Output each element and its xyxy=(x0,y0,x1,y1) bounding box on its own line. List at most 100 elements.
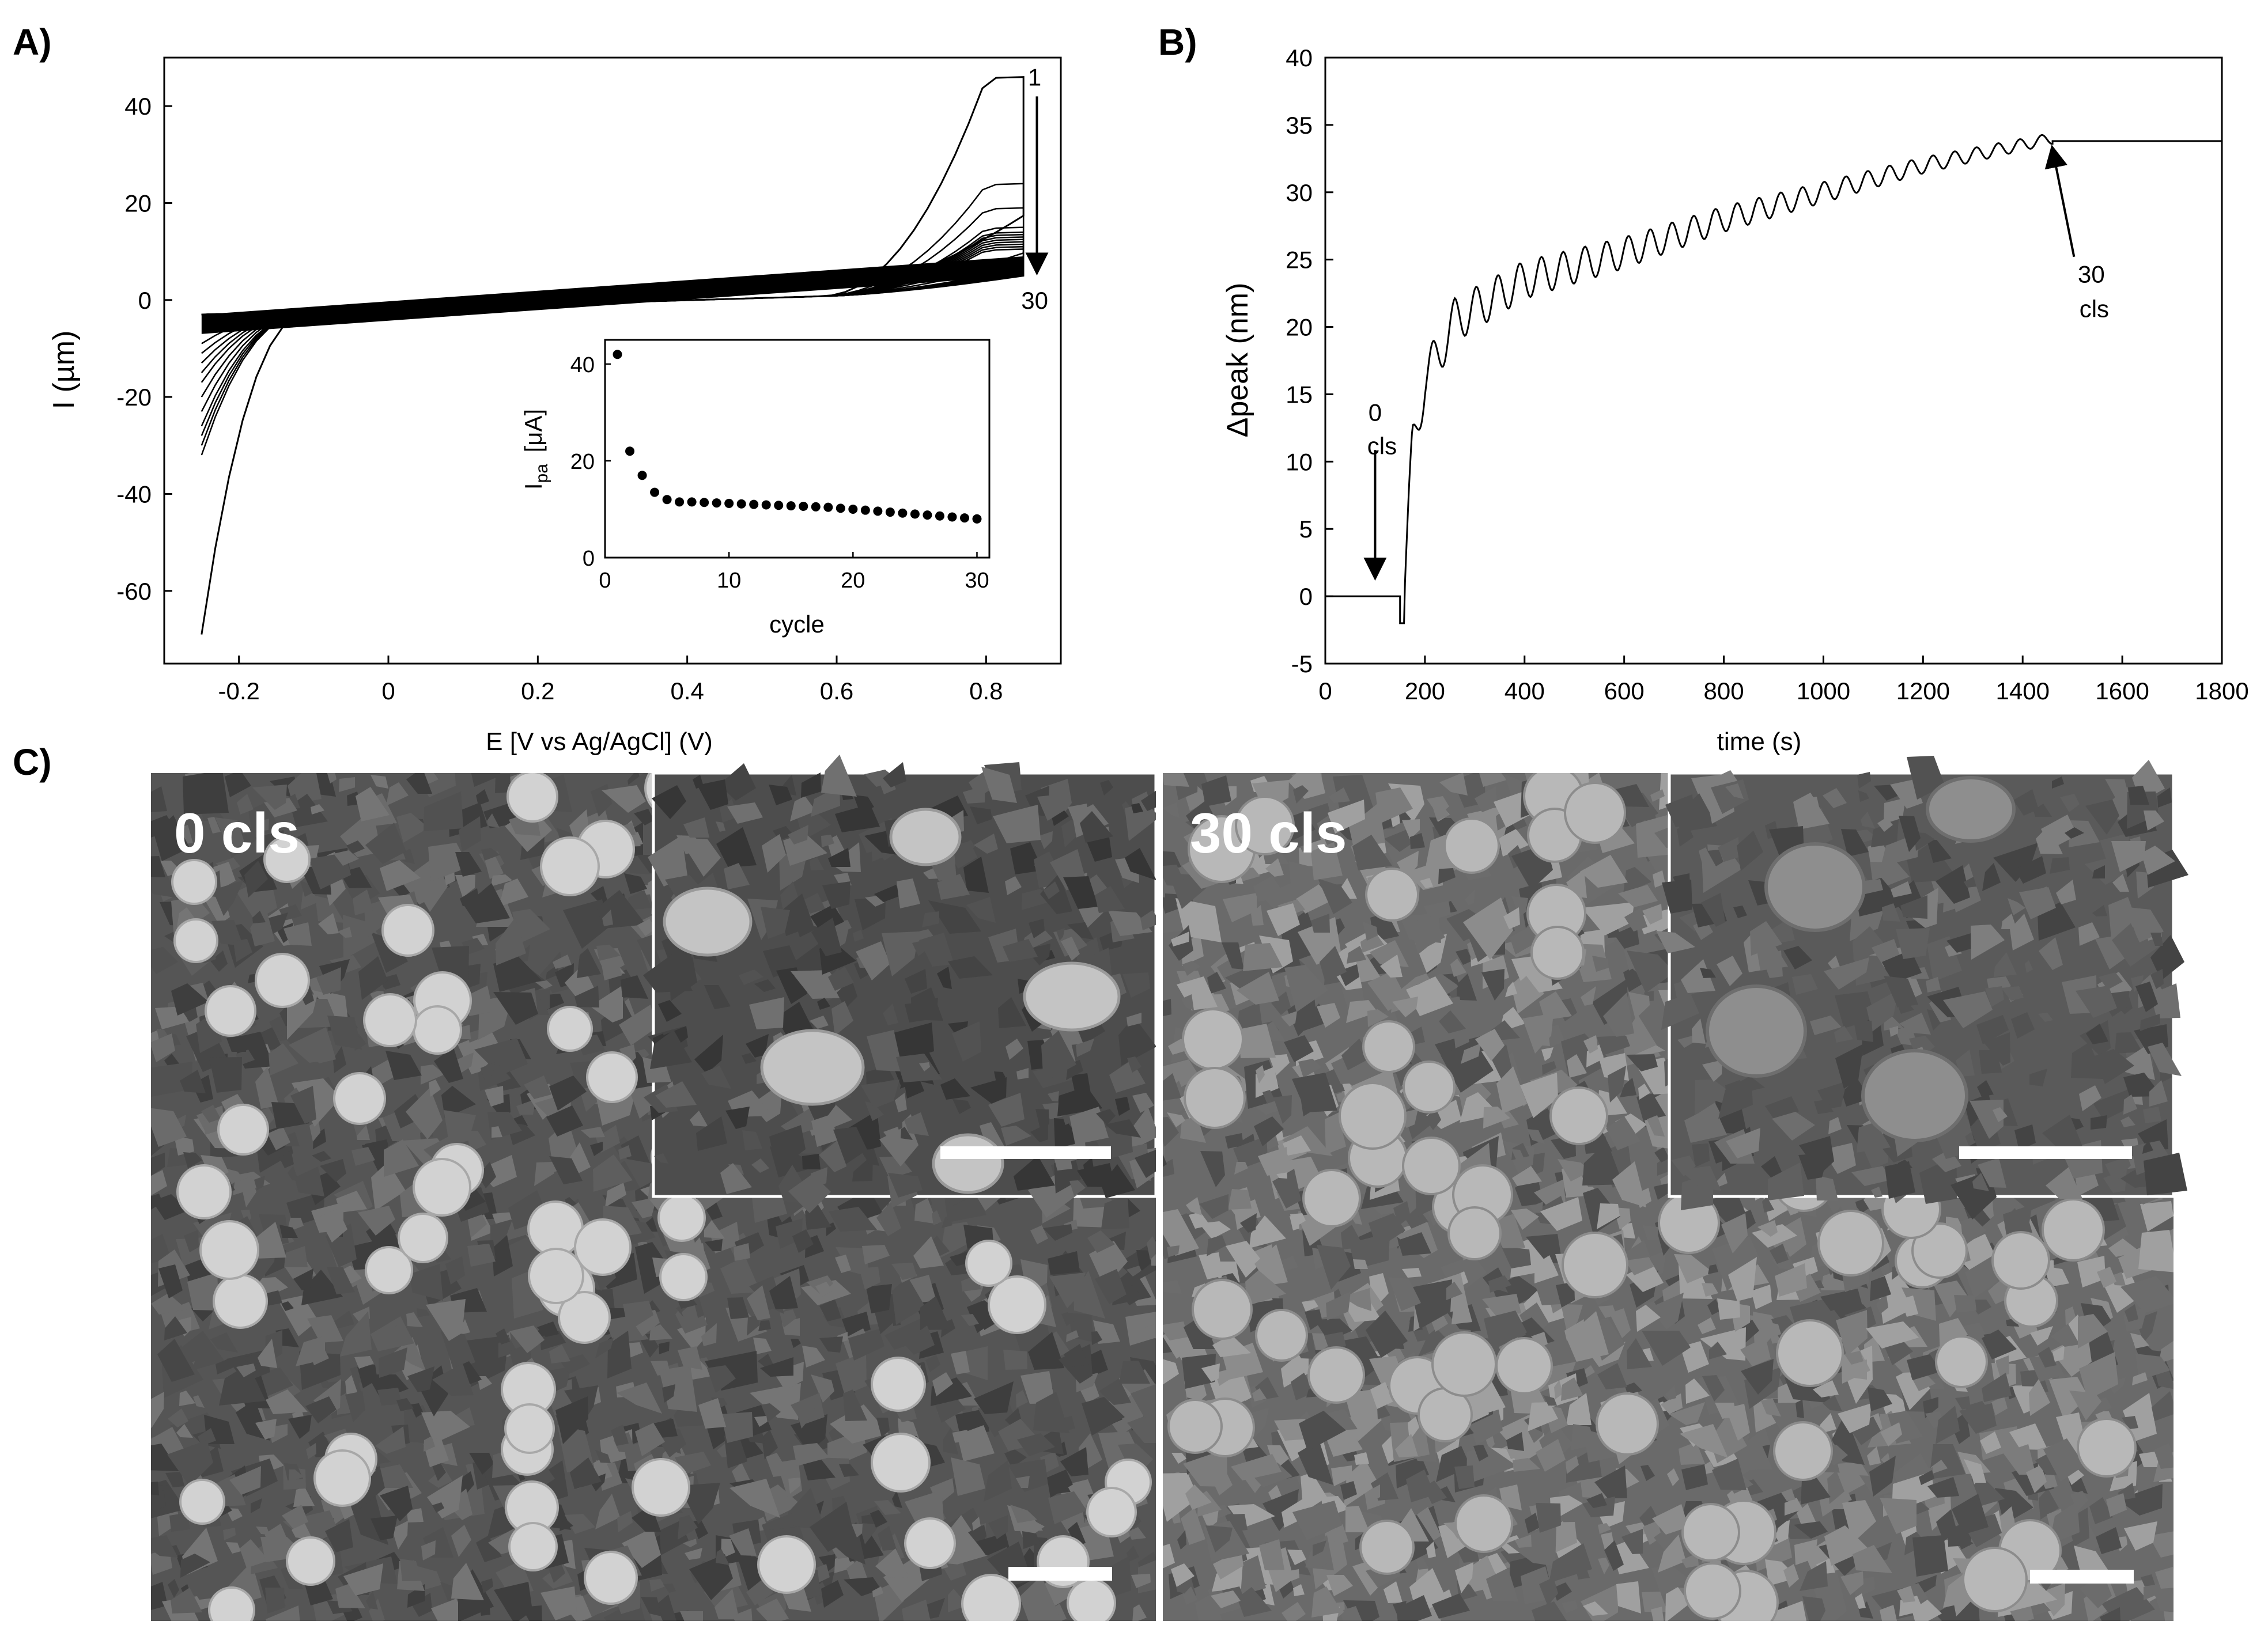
sem-grain xyxy=(269,1043,298,1075)
sem-grain xyxy=(281,1246,308,1267)
sem-grain xyxy=(2069,820,2100,847)
sem-grain xyxy=(151,1153,165,1176)
sem-grain xyxy=(790,796,816,821)
sem-grain xyxy=(1838,1403,1872,1433)
sem-grain xyxy=(1534,1255,1559,1283)
sem-grain xyxy=(1346,1000,1378,1023)
sem-grain xyxy=(1108,911,1152,936)
sem-grain xyxy=(512,1271,543,1319)
sem-grain xyxy=(1768,1162,1804,1200)
sem-grain xyxy=(1101,1164,1135,1198)
sem-grain xyxy=(1513,1458,1540,1472)
sem-grain xyxy=(371,775,388,789)
sem-grain xyxy=(1163,1073,1181,1101)
sem-grain xyxy=(1420,878,1433,888)
sem-grain xyxy=(1897,1586,1915,1603)
sem-grain xyxy=(380,860,421,891)
sem-grain xyxy=(451,1525,471,1557)
sem-grain xyxy=(2092,905,2107,916)
sem-grain xyxy=(2096,1527,2122,1554)
sem-grain xyxy=(1665,1385,1676,1400)
sem-grain xyxy=(1927,840,1952,863)
sem-particle xyxy=(1935,1335,1988,1388)
sem-grain xyxy=(815,1282,833,1297)
sem-grain xyxy=(654,1153,668,1164)
sem-grain xyxy=(154,815,190,861)
sem-grain xyxy=(1488,1275,1511,1293)
sem-grain xyxy=(1927,1477,1959,1498)
sem-grain xyxy=(334,1311,354,1329)
sem-grain xyxy=(591,886,608,903)
sem-grain xyxy=(1912,1600,1942,1621)
sem-grain xyxy=(293,1268,313,1290)
sem-grain xyxy=(1642,1331,1691,1366)
sem-particle xyxy=(632,1458,690,1517)
sem-grain xyxy=(683,1539,697,1547)
sem-grain xyxy=(1604,1540,1624,1571)
sem-grain xyxy=(2141,1574,2155,1586)
sem-grain xyxy=(1041,1031,1076,1082)
sem-grain xyxy=(1029,919,1045,938)
sem-grain xyxy=(1182,961,1200,976)
sem-particle xyxy=(1454,1494,1513,1553)
sem-grain xyxy=(993,805,1041,843)
sem-grain xyxy=(1163,1544,1175,1569)
sem-grain xyxy=(974,834,998,854)
sem-grain xyxy=(410,1403,424,1418)
sem-particle xyxy=(1192,1279,1253,1340)
sem-grain xyxy=(860,1149,879,1166)
sem-particle xyxy=(586,1051,638,1103)
sem-grain xyxy=(802,1346,825,1368)
sem-grain xyxy=(1674,1254,1713,1283)
sem-grain xyxy=(151,1392,164,1428)
sem-particle xyxy=(171,859,217,905)
sem-zoom-particle xyxy=(1861,1049,1968,1142)
sem-particle xyxy=(1339,1082,1407,1150)
sem-grain xyxy=(549,1156,583,1184)
inset-point xyxy=(613,350,622,359)
sem-grain xyxy=(1751,1285,1772,1309)
sem-grain xyxy=(1262,1489,1299,1531)
sem-grain xyxy=(472,934,488,946)
inset-point xyxy=(662,495,672,505)
sem-grain xyxy=(1946,932,1979,953)
sem-particle xyxy=(381,904,434,957)
sem-grain xyxy=(2131,1141,2172,1175)
sem-grain xyxy=(1287,1550,1306,1565)
sem-grain xyxy=(1609,1308,1631,1338)
sem-grain xyxy=(240,1176,256,1207)
sem-grain xyxy=(1147,1236,1156,1260)
sem-grain xyxy=(1003,1350,1027,1370)
sem-grain xyxy=(2010,914,2034,950)
sem-grain xyxy=(1022,1531,1040,1549)
sem-grain xyxy=(988,1515,1008,1539)
sem-grain xyxy=(1001,1126,1031,1146)
sem-grain xyxy=(2132,1372,2148,1385)
sem-grain xyxy=(1205,1525,1233,1552)
sem-particle xyxy=(1447,1206,1502,1260)
inset-point xyxy=(687,497,697,507)
sem-grain xyxy=(1979,1050,2002,1074)
sem-grain xyxy=(1099,1378,1131,1405)
sem-grain xyxy=(1375,787,1413,824)
sem-grain xyxy=(1195,1593,1222,1621)
sem-grain xyxy=(1712,1237,1761,1291)
sem-grain xyxy=(1040,873,1072,914)
sem-grain xyxy=(1269,1054,1290,1075)
sem-grain xyxy=(1293,1584,1305,1596)
sem-grain xyxy=(2091,1115,2107,1130)
sem-grain xyxy=(225,773,251,797)
sem-grain xyxy=(451,1563,484,1600)
sem-grain xyxy=(1671,1156,1696,1176)
sem-grain xyxy=(1272,1169,1301,1209)
sem-grain xyxy=(590,985,623,1022)
sem-grain xyxy=(981,767,1017,803)
sem-grain xyxy=(210,1332,238,1353)
sem-grain xyxy=(1861,812,1875,828)
sem-grain xyxy=(1122,972,1150,998)
inset-y-tick-label: 0 xyxy=(583,547,595,571)
sem-grain xyxy=(690,1111,708,1127)
sem-grain xyxy=(319,1209,347,1243)
sem-grain xyxy=(180,1070,206,1093)
sem-grain xyxy=(648,835,687,887)
